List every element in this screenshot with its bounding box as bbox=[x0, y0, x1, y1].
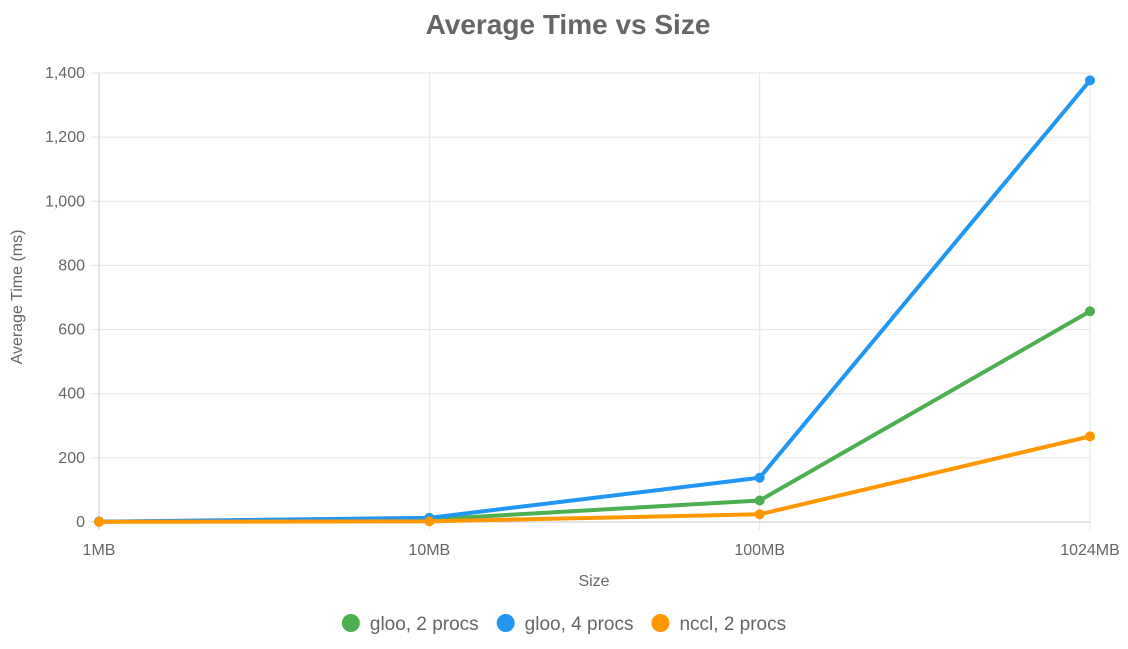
y-tick-label: 0 bbox=[76, 514, 85, 531]
y-tick-label: 200 bbox=[58, 450, 85, 467]
data-point[interactable] bbox=[1085, 306, 1095, 317]
y-axis-title: Average Time (ms) bbox=[9, 230, 26, 365]
data-point[interactable] bbox=[754, 495, 765, 506]
data-point[interactable] bbox=[424, 516, 435, 527]
x-tick-label: 10MB bbox=[408, 542, 450, 559]
data-point[interactable] bbox=[754, 509, 765, 520]
legend-label: gloo, 2 procs bbox=[370, 614, 479, 635]
y-tick-label: 800 bbox=[58, 257, 85, 274]
series-0 bbox=[94, 306, 1095, 527]
data-point[interactable] bbox=[1085, 431, 1095, 442]
x-axis-title: Size bbox=[578, 573, 609, 590]
y-tick-label: 1,400 bbox=[45, 65, 85, 82]
legend: gloo, 2 procs gloo, 4 procs nccl, 2 procs bbox=[341, 614, 786, 635]
y-tick-label: 1,000 bbox=[45, 193, 85, 210]
x-tick-label: 1MB bbox=[83, 542, 116, 559]
series-line bbox=[97, 434, 1092, 524]
chart-title: Average Time vs Size bbox=[426, 9, 711, 40]
x-tick-label: 1024MB bbox=[1060, 542, 1120, 559]
series-line bbox=[97, 309, 1092, 524]
series-2 bbox=[94, 431, 1095, 527]
y-tick-label: 600 bbox=[58, 322, 85, 339]
series-lines bbox=[94, 75, 1095, 527]
y-tick-label: 1,200 bbox=[45, 129, 85, 146]
data-point[interactable] bbox=[94, 516, 104, 527]
legend-marker[interactable] bbox=[496, 614, 515, 632]
data-point[interactable] bbox=[1085, 75, 1095, 86]
axes: 0 200 400 600 800 1,000 1,200 1,400 1MB 10MB 100MB… bbox=[45, 65, 1120, 559]
data-point[interactable] bbox=[754, 472, 765, 483]
legend-label: gloo, 4 procs bbox=[525, 614, 634, 635]
grid-lines bbox=[91, 72, 1091, 530]
series-1 bbox=[94, 75, 1095, 527]
x-tick-label: 100MB bbox=[734, 542, 785, 559]
legend-label: nccl, 2 procs bbox=[679, 614, 786, 635]
series-line bbox=[97, 78, 1092, 524]
legend-marker[interactable] bbox=[651, 614, 670, 632]
legend-marker[interactable] bbox=[341, 614, 360, 632]
y-tick-label: 400 bbox=[58, 386, 85, 403]
